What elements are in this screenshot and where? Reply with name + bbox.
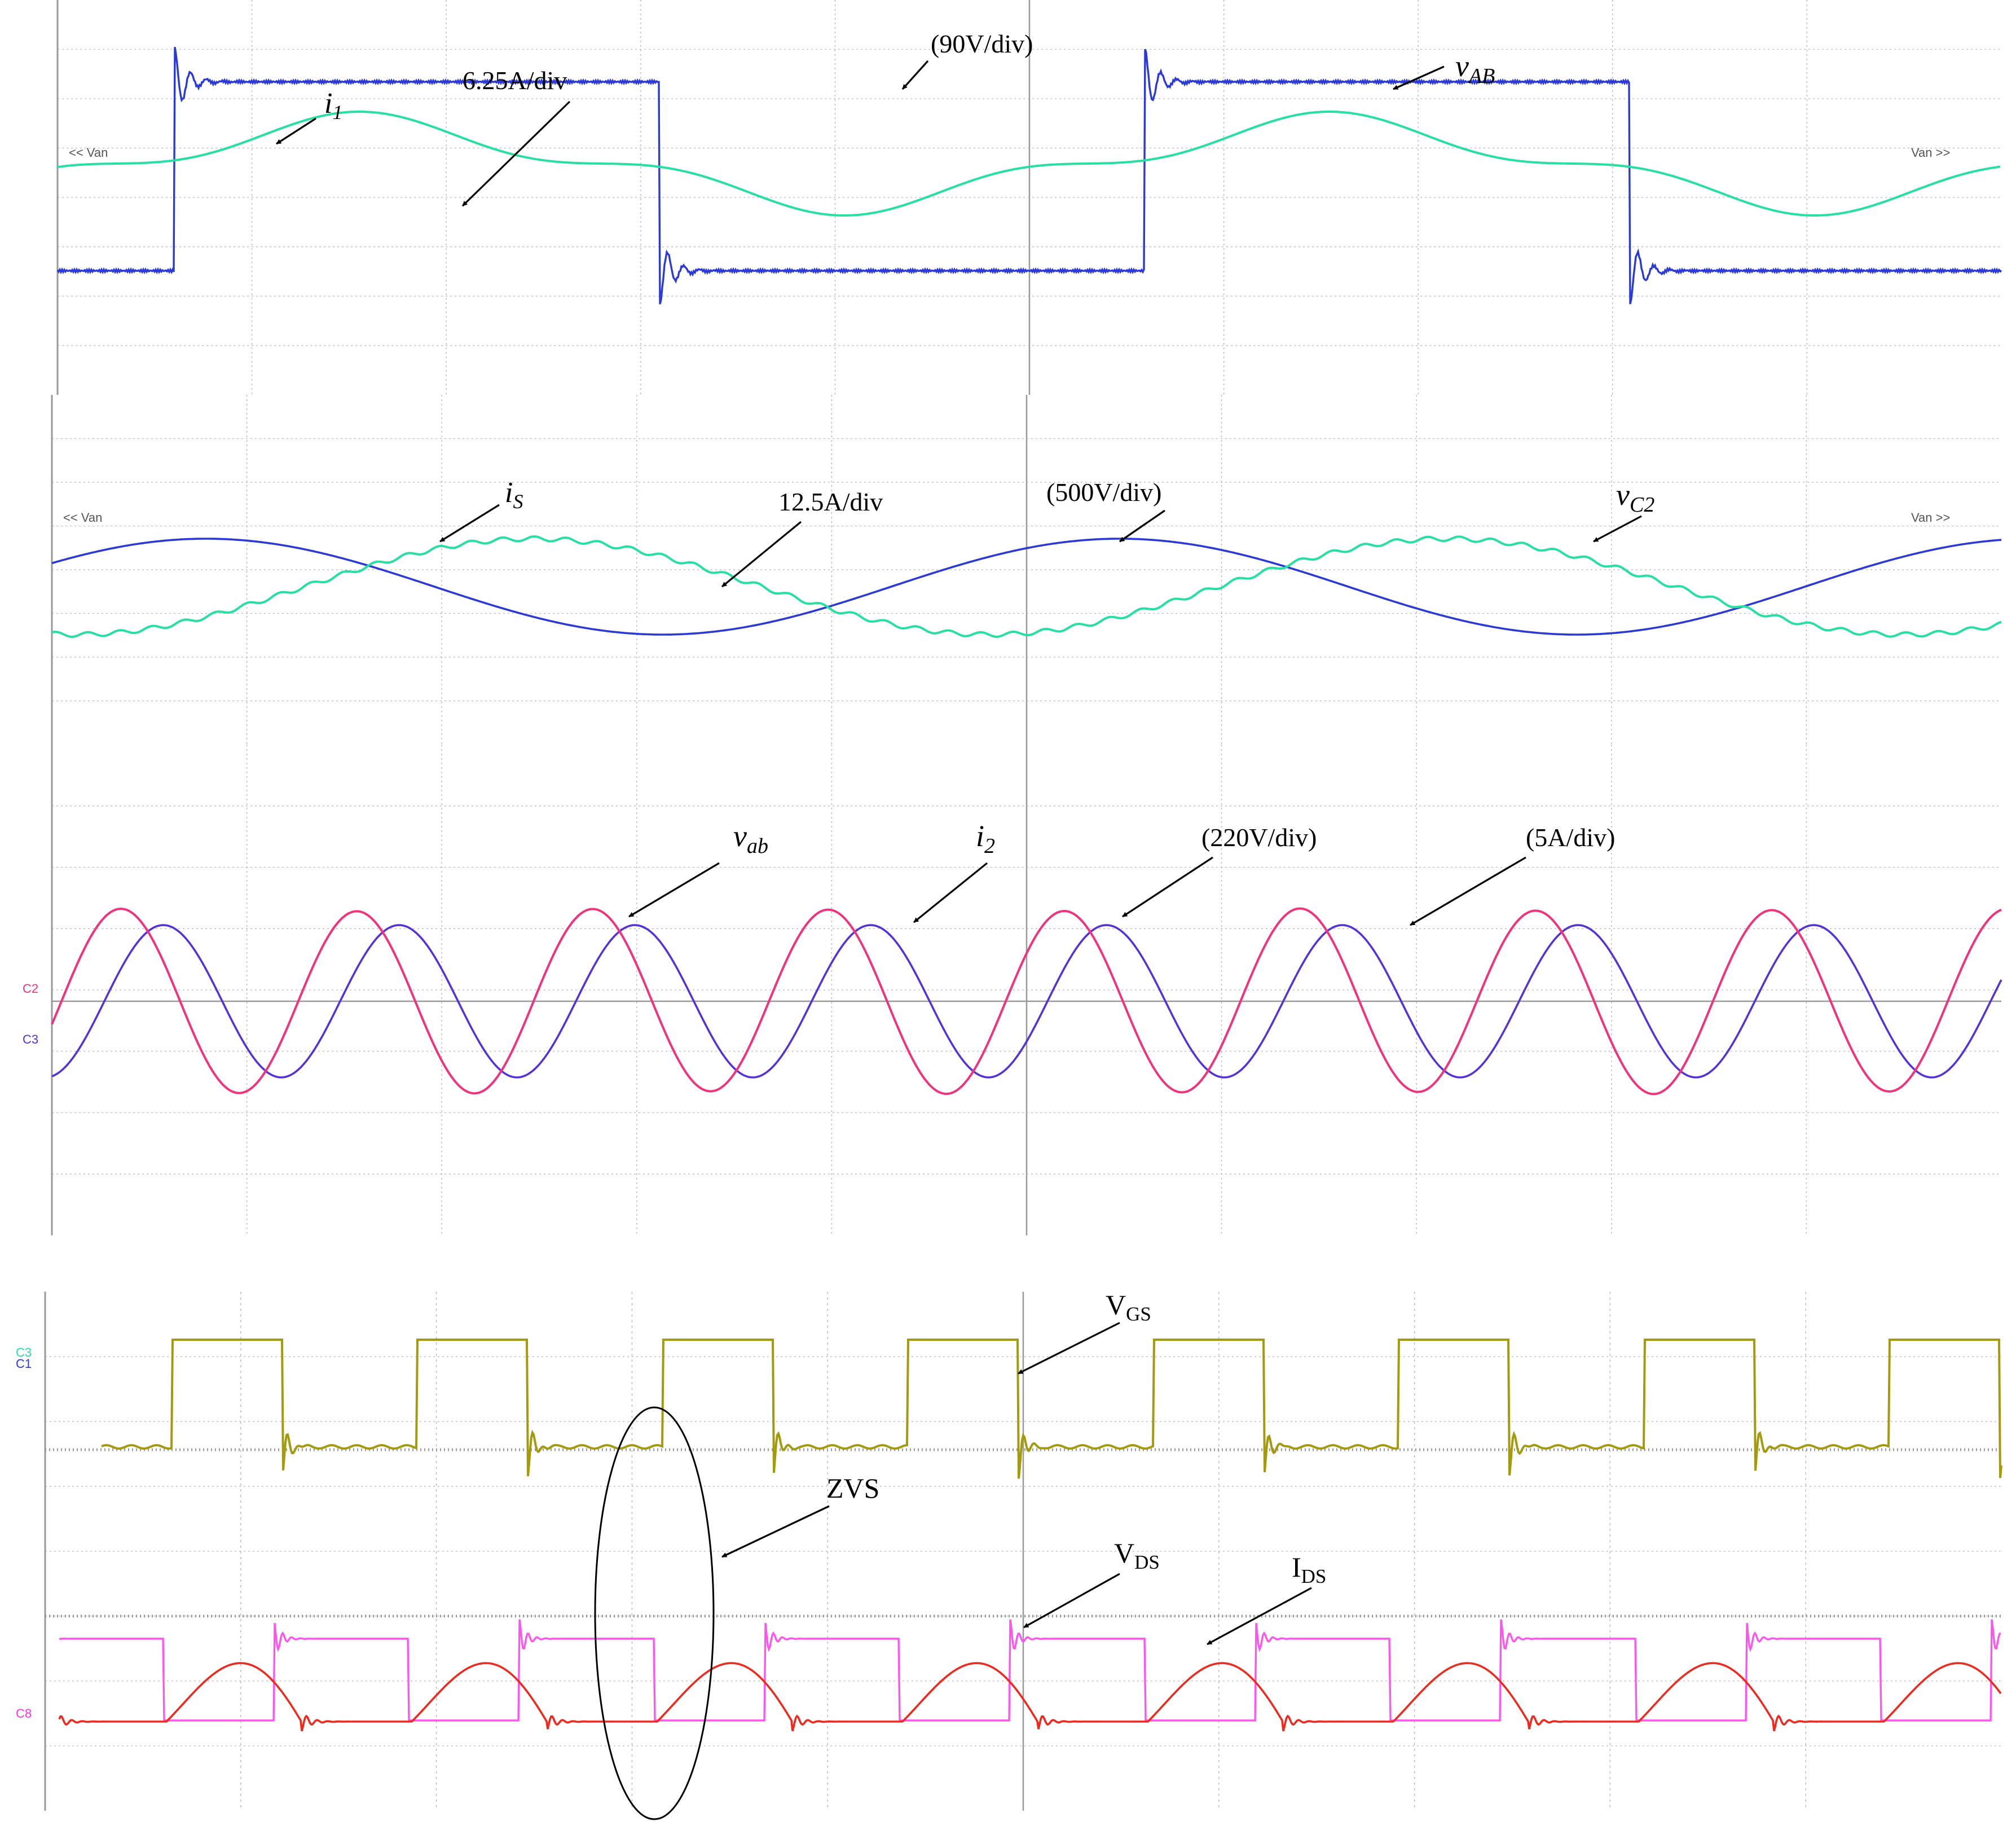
panel2-grid (51, 395, 2001, 745)
trace-vAB (56, 47, 2002, 305)
arrow-vAB-scale (901, 60, 929, 90)
tag-C8: C8 (16, 1706, 32, 1720)
trace-layer (45, 47, 2002, 1732)
label-iS-scale: 12.5A/div (778, 487, 883, 516)
marker-left-1: << Van (69, 146, 108, 160)
trace-i1 (57, 111, 2001, 217)
label-vab-scale-main: (220V/div) (1201, 823, 1317, 852)
arrow-i2-scale (1410, 856, 1526, 926)
panel4-traces (45, 1339, 2002, 1732)
label-vab-scale: (220V/div) (1201, 823, 1317, 852)
panel4-grid (44, 1292, 2001, 1811)
arrow-i1-scale (461, 100, 571, 207)
label-iS-sub: S (513, 490, 523, 513)
arrow-i1 (276, 117, 316, 145)
trace-vab (51, 907, 2002, 1095)
arrow-iS (439, 504, 500, 543)
label-i2-main: i (976, 819, 984, 853)
arrow-vC2-scale (1119, 509, 1165, 543)
label-ZVS: ZVS (826, 1472, 879, 1504)
tag-C3-p4: C3 (16, 1345, 32, 1359)
label-i1-scale: 6.25A/div (463, 66, 567, 95)
panel1-grid (56, 0, 2001, 395)
arrow-vC2 (1593, 515, 1642, 543)
label-vC2: vC2 (1616, 478, 1654, 517)
label-IDS-sub: DS (1301, 1565, 1327, 1587)
trace-vC2 (51, 538, 2002, 636)
arrow-vab-scale (1122, 856, 1213, 918)
arrow-VDS (1023, 1573, 1120, 1629)
label-ZVS-main: ZVS (826, 1472, 879, 1504)
label-VGS-main: V (1106, 1289, 1126, 1321)
label-i2-scale: (5A/div) (1526, 823, 1615, 852)
trace-VGS (101, 1339, 2002, 1479)
panel3-traces (51, 907, 2002, 1095)
trace-VDS (59, 1619, 2001, 1722)
label-iS: iS (505, 477, 523, 513)
trace-iS (51, 535, 2002, 639)
marker-left-2: << Van (63, 510, 102, 525)
label-vC2-scale: (500V/div) (1046, 478, 1161, 507)
label-VGS-sub: GS (1126, 1303, 1151, 1325)
label-i1-main: i (324, 87, 332, 120)
label-vab: vab (733, 819, 768, 858)
panel3-grid (51, 745, 2001, 1235)
label-vC2-main: v (1616, 478, 1630, 512)
label-vAB-main: v (1455, 49, 1469, 83)
label-vC2-sub: C2 (1630, 493, 1654, 517)
label-IDS: IDS (1292, 1551, 1326, 1587)
label-vAB-sub: AB (1467, 64, 1495, 88)
label-IDS-main: I (1292, 1551, 1301, 1583)
label-vab-main: v (733, 819, 747, 853)
label-i1-scale-main: 6.25A/div (463, 66, 567, 95)
arrow-i2 (913, 862, 988, 923)
zvs-ellipse (594, 1406, 715, 1820)
trace-IDS (58, 1662, 2002, 1732)
label-vC2-scale-main: (500V/div) (1046, 478, 1161, 507)
arrow-ZVS (721, 1505, 830, 1558)
label-vAB-scale: (90V/div) (931, 29, 1033, 58)
arrow-iS-scale (721, 521, 802, 588)
tag-C2: C2 (23, 982, 38, 996)
label-vAB: vAB (1455, 49, 1495, 88)
panel1-traces (56, 47, 2002, 305)
label-i2: i2 (976, 819, 995, 858)
label-vAB-scale-main: (90V/div) (931, 29, 1033, 58)
tag-C3: C3 (23, 1032, 38, 1046)
tag-C1: C1 (16, 1357, 32, 1371)
label-VDS: VDS (1114, 1537, 1160, 1573)
label-i2-sub: 2 (984, 834, 995, 858)
marker-right-1: Van >> (1911, 146, 1950, 160)
label-VDS-sub: DS (1134, 1551, 1160, 1573)
label-iS-scale-main: 12.5A/div (778, 487, 883, 516)
grid-layer (44, 0, 2001, 1811)
label-iS-main: i (505, 477, 513, 509)
marker-right-2: Van >> (1911, 510, 1950, 525)
label-i1: i1 (324, 87, 342, 124)
arrow-vAB (1393, 65, 1445, 90)
arrow-VGS (1018, 1322, 1120, 1375)
label-vab-sub: ab (747, 834, 768, 858)
label-i1-sub: 1 (332, 101, 342, 124)
trace-i2 (51, 924, 2002, 1079)
label-i2-scale-main: (5A/div) (1526, 823, 1615, 852)
arrow-IDS (1207, 1587, 1312, 1645)
label-VGS: VGS (1106, 1289, 1151, 1325)
label-VDS-main: V (1114, 1537, 1134, 1569)
panel2-traces (51, 535, 2002, 639)
arrow-vab (628, 862, 720, 918)
